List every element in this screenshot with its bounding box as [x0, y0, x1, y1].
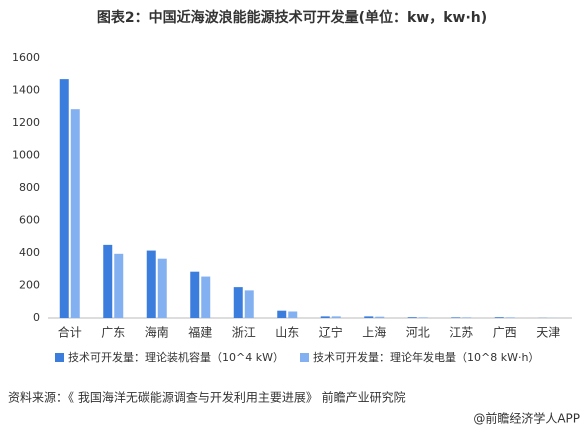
x-tick-label: 海南 [145, 325, 169, 340]
bar [244, 290, 254, 318]
legend-label: 技术可开发量：理论装机容量（10^4 kW） [68, 350, 284, 364]
y-tick-label: 1000 [12, 149, 40, 162]
x-tick-label: 山东 [275, 326, 299, 340]
bar [407, 317, 417, 318]
x-tick-label: 江苏 [449, 326, 473, 340]
bar [320, 316, 330, 318]
bar [103, 244, 113, 318]
bar [418, 317, 428, 318]
x-tick-label: 福建 [188, 325, 212, 340]
chart-title: 图表2：中国近海波浪能能源技术可开发量(单位：kw，kw·h) [97, 9, 487, 26]
bar [505, 317, 515, 318]
legend-swatch [55, 353, 64, 362]
x-tick-label: 天津 [536, 326, 560, 340]
bar [277, 310, 287, 318]
y-tick-label: 800 [19, 181, 40, 194]
bar [375, 316, 385, 318]
bar [201, 276, 211, 318]
bar [59, 79, 69, 318]
bar [70, 109, 80, 318]
bar [157, 258, 167, 318]
x-tick-label: 广东 [101, 326, 125, 340]
y-tick-label: 1200 [12, 116, 40, 129]
bar [233, 287, 243, 318]
bar [364, 316, 374, 318]
y-tick-label: 600 [19, 214, 40, 227]
legend-label: 技术可开发量：理论年发电量（10^8 kW·h） [313, 350, 539, 364]
y-tick-label: 200 [19, 279, 40, 292]
y-tick-label: 400 [19, 246, 40, 259]
bar [288, 311, 298, 318]
source: 资料来源：《 我国海洋无碳能源调查与开发利用主要进展》 前瞻产业研究院 [8, 390, 406, 405]
bar [451, 317, 461, 318]
y-tick-label: 0 [33, 311, 40, 324]
x-tick-label: 广西 [493, 326, 517, 340]
bar [114, 253, 124, 318]
x-tick-label: 辽宁 [319, 325, 343, 340]
bar [462, 317, 472, 318]
legend-swatch [300, 353, 309, 362]
x-tick-label: 河北 [406, 326, 430, 340]
x-tick-label: 浙江 [232, 326, 256, 340]
y-tick-label: 1400 [12, 84, 40, 97]
x-tick-label: 合计 [58, 325, 82, 340]
x-tick-label: 上海 [362, 325, 386, 340]
credit: @前瞻经济学人APP [473, 411, 580, 426]
bar [146, 250, 156, 318]
bar [190, 271, 200, 318]
bar [331, 316, 341, 318]
y-tick-label: 1600 [12, 51, 40, 64]
bar [494, 317, 504, 318]
